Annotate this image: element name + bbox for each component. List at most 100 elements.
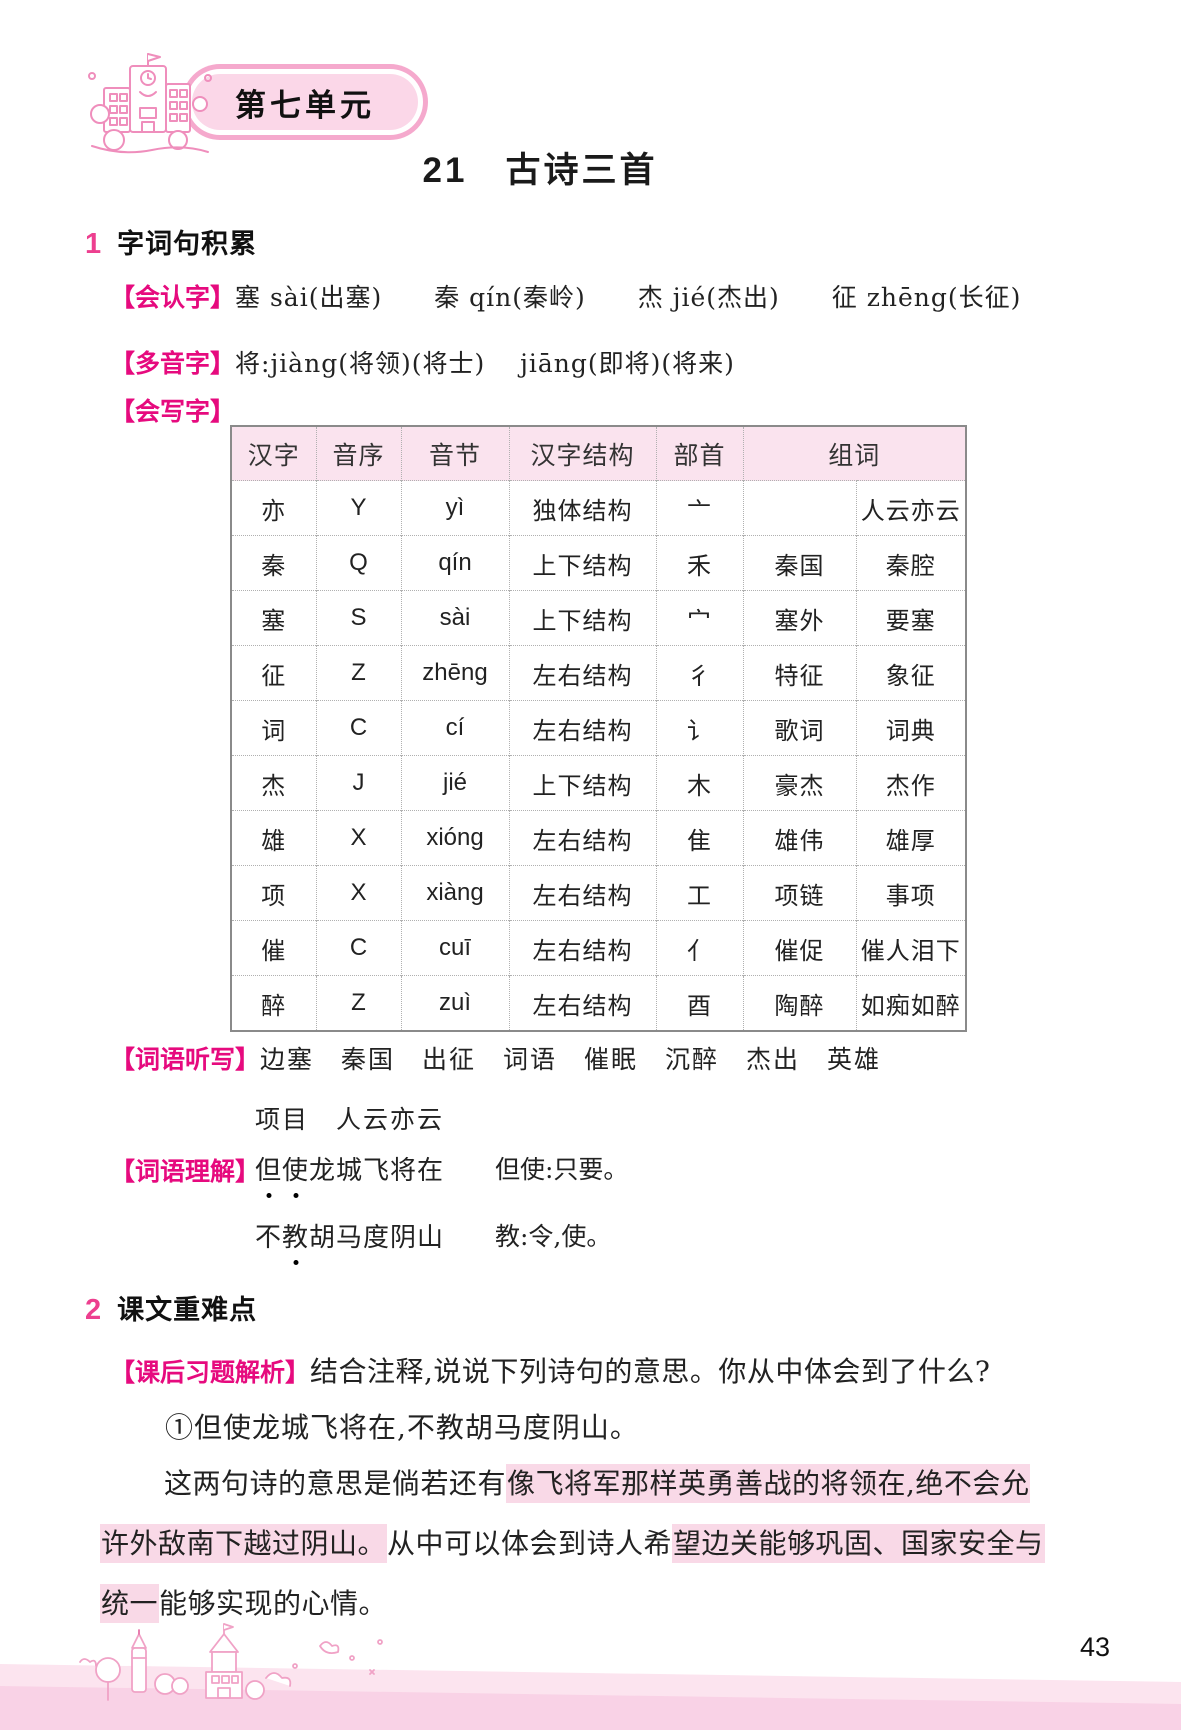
col-zuci: 组词	[742, 426, 966, 481]
comprehension-explanation: 教:令,使。	[495, 1222, 612, 1251]
table-cell: 杰作	[855, 755, 966, 811]
table-cell: 左右结构	[508, 700, 656, 756]
table-cell: S	[315, 590, 401, 646]
table-cell: 上下结构	[508, 590, 656, 646]
section-1-heading: 1 字词句积累	[85, 222, 257, 261]
table-cell: 塞	[231, 590, 316, 646]
table-cell: 禾	[655, 535, 743, 591]
table-cell: 秦国	[742, 535, 856, 591]
comprehension-items: 但使龙城飞将在 但使:只要。 不教胡马度阴山 教:令,使。	[255, 1150, 628, 1284]
section-2-title: 课文重难点	[117, 1295, 258, 1325]
section-1-title: 字词句积累	[117, 229, 258, 259]
table-cell: X	[315, 865, 401, 921]
table-cell: 如痴如醉	[855, 975, 966, 1031]
table-cell: 酉	[655, 975, 743, 1031]
table-cell: 陶醉	[742, 975, 856, 1031]
table-cell: 雄伟	[742, 810, 856, 866]
table-cell: 秦	[231, 535, 316, 591]
table-cell: 象征	[855, 645, 966, 701]
table-cell: 彳	[655, 645, 743, 701]
table-cell: C	[315, 920, 401, 976]
table-cell: 左右结构	[508, 810, 656, 866]
table-cell: qín	[400, 535, 509, 591]
table-cell: 左右结构	[508, 645, 656, 701]
table-cell: jié	[400, 755, 509, 811]
table-cell: 催促	[742, 920, 856, 976]
table-cell: cí	[400, 700, 509, 756]
table-cell: 工	[655, 865, 743, 921]
dictation-label: 【词语听写】	[110, 1046, 261, 1074]
write-table-label: 【会写字】	[110, 398, 236, 426]
table-cell: 亠	[655, 480, 743, 536]
table-cell: cuī	[400, 920, 509, 976]
table-cell: Q	[315, 535, 401, 591]
comprehension-quote: 不教胡马度阴山	[255, 1217, 495, 1254]
table-cell: 杰	[231, 755, 316, 811]
table-cell: X	[315, 810, 401, 866]
table-cell: 上下结构	[508, 755, 656, 811]
answer-line: 许外敌南下越过阴山。从中可以体会到诗人希望边关能够巩固、国家安全与	[100, 1522, 1100, 1582]
unit-badge: 第七单元	[192, 74, 418, 130]
table-cell: yì	[400, 480, 509, 536]
polyphone-content: 将:jiàng(将领)(将士) jiāng(即将)(将来)	[235, 349, 735, 378]
table-cell: xiàng	[400, 865, 509, 921]
table-cell: 讠	[655, 700, 743, 756]
table-cell: 左右结构	[508, 920, 656, 976]
table-cell: 木	[655, 755, 743, 811]
table-cell: J	[315, 755, 401, 811]
analysis-row: 【课后习题解析】结合注释,说说下列诗句的意思。你从中体会到了什么?	[110, 1350, 990, 1390]
table-cell: xióng	[400, 810, 509, 866]
footer-illustration	[79, 1623, 383, 1701]
table-cell: 独体结构	[508, 480, 656, 536]
comprehension-label: 【词语理解】	[110, 1158, 261, 1186]
table-cell: 歌词	[742, 700, 856, 756]
table-cell: 人云亦云	[855, 480, 966, 536]
table-cell: zuì	[400, 975, 509, 1031]
analysis-item-1: ①但使龙城飞将在,不教胡马度阴山。	[165, 1411, 639, 1444]
comprehension-item: 不教胡马度阴山 教:令,使。	[255, 1217, 628, 1284]
table-cell: Z	[315, 975, 401, 1031]
col-yinxu: 音序	[315, 426, 401, 481]
answer-paragraph: 这两句诗的意思是倘若还有像飞将军那样英勇善战的将领在,绝不会允 许外敌南下越过阴山…	[100, 1462, 1100, 1642]
col-yinjie: 音节	[400, 426, 509, 481]
table-cell: 雄厚	[855, 810, 966, 866]
table-cell: 宀	[655, 590, 743, 646]
recognize-label: 【会认字】	[110, 284, 236, 312]
table-cell: 项链	[742, 865, 856, 921]
table-cell: 豪杰	[742, 755, 856, 811]
dictation-row: 【词语听写】边塞 秦国 出征 词语 催眠 沉醉 杰出 英雄	[110, 1040, 881, 1076]
table-cell: zhēng	[400, 645, 509, 701]
section-2-number: 2	[85, 1294, 102, 1326]
table-cell: 催	[231, 920, 316, 976]
table-cell: 上下结构	[508, 535, 656, 591]
table-cell: Y	[315, 480, 401, 536]
table-cell: 左右结构	[508, 865, 656, 921]
table-cell: 亻	[655, 920, 743, 976]
table-cell: 醉	[231, 975, 316, 1031]
table-cell: 词	[231, 700, 316, 756]
table-cell: 要塞	[855, 590, 966, 646]
dictation-line-1: 边塞 秦国 出征 词语 催眠 沉醉 杰出 英雄	[260, 1045, 882, 1074]
dictation-line-2: 项目 人云亦云	[255, 1105, 445, 1134]
recognize-content: 塞 sài(出塞) 秦 qín(秦岭) 杰 jié(杰出) 征 zhēng(长征…	[235, 283, 1022, 312]
table-cell: 秦腔	[855, 535, 966, 591]
table-cell: sài	[400, 590, 509, 646]
table-cell	[742, 480, 856, 536]
table-cell: 征	[231, 645, 316, 701]
table-cell: 事项	[855, 865, 966, 921]
lesson-title: 21 古诗三首	[422, 151, 658, 190]
table-cell: 特征	[742, 645, 856, 701]
table-cell: 隹	[655, 810, 743, 866]
footer-decoration-bands	[0, 1664, 1181, 1730]
